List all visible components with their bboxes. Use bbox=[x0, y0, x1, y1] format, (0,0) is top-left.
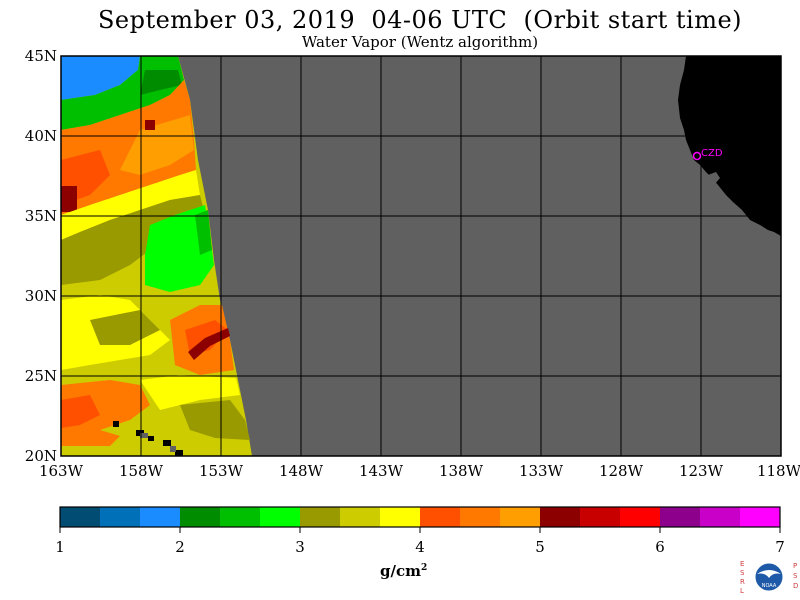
logo-letter: E bbox=[740, 560, 744, 568]
logo-letter: P bbox=[793, 562, 797, 570]
station-label: CZD bbox=[701, 148, 723, 159]
swath-olive-bottom bbox=[180, 400, 250, 440]
swath-yellow-23n bbox=[140, 375, 240, 410]
latitude-labels: 45N 40N 35N 30N 25N 20N bbox=[25, 47, 57, 465]
map-frame bbox=[60, 55, 782, 457]
lat-tick-label: 30N bbox=[25, 287, 57, 305]
logo-letter: S bbox=[793, 572, 798, 580]
lon-tick-label: 128W bbox=[599, 462, 644, 480]
chart-subtitle: Water Vapor (Wentz algorithm) bbox=[301, 33, 539, 51]
colorbar-tick-label: 5 bbox=[535, 538, 545, 556]
colorbar-swatch bbox=[420, 507, 461, 527]
chart-title: September 03, 2019 04-06 UTC (Orbit star… bbox=[97, 6, 743, 34]
colorbar-tick-label: 2 bbox=[175, 538, 185, 556]
lon-tick-label: 123W bbox=[679, 462, 724, 480]
gray-patches bbox=[140, 433, 176, 452]
unit-exponent: 2 bbox=[420, 563, 428, 573]
colorbar-tick-label: 6 bbox=[655, 538, 665, 556]
logo-letter: D bbox=[793, 582, 798, 590]
logo-letter: R bbox=[740, 578, 745, 586]
colorbar-swatch bbox=[740, 507, 781, 527]
lon-tick-label: 163W bbox=[39, 462, 84, 480]
lat-tick-label: 45N bbox=[25, 47, 57, 65]
colorbar-swatch bbox=[100, 507, 141, 527]
lon-tick-label: 133W bbox=[519, 462, 564, 480]
colorbar-swatch bbox=[140, 507, 181, 527]
colorbar-tick-label: 7 bbox=[775, 538, 785, 556]
swath-darkred-38n bbox=[61, 186, 77, 212]
swath-yellow-35n bbox=[61, 170, 200, 240]
colorbar-swatch bbox=[660, 507, 701, 527]
lon-tick-label: 148W bbox=[279, 462, 324, 480]
lon-tick-label: 143W bbox=[359, 462, 404, 480]
lat-lon-grid bbox=[61, 56, 781, 456]
swath-darkred-27n bbox=[188, 328, 230, 360]
colorbar-swatch bbox=[260, 507, 301, 527]
lat-tick-label: 40N bbox=[25, 127, 57, 145]
colorbar-swatch bbox=[500, 507, 541, 527]
swath-darkred-41n bbox=[145, 120, 155, 130]
swath-amber-40n bbox=[120, 115, 194, 175]
colorbar-tick-label: 3 bbox=[295, 538, 305, 556]
unit-base: g/cm bbox=[380, 562, 421, 580]
colorbar-swatch bbox=[220, 507, 261, 527]
colorbar-swatch bbox=[460, 507, 501, 527]
longitude-labels: 163W 158W 153W 148W 143W 138W 133W 128W 123W 118W bbox=[39, 462, 800, 480]
lon-tick-label: 118W bbox=[757, 462, 800, 480]
colorbar-swatch bbox=[700, 507, 741, 527]
colorbar-swatch bbox=[300, 507, 341, 527]
colorbar-swatch bbox=[180, 507, 221, 527]
swath-redorange-21n bbox=[61, 395, 100, 428]
noaa-bird-icon bbox=[757, 570, 781, 578]
colorbar-swatch bbox=[340, 507, 381, 527]
colorbar bbox=[60, 507, 781, 527]
lat-tick-label: 20N bbox=[25, 447, 57, 465]
logo-letter: S bbox=[740, 569, 745, 577]
lon-tick-label: 158W bbox=[119, 462, 164, 480]
lat-tick-label: 35N bbox=[25, 207, 57, 225]
noaa-badge-text: NOAA bbox=[762, 583, 777, 589]
lon-tick-label: 138W bbox=[439, 462, 484, 480]
colorbar-swatch bbox=[620, 507, 661, 527]
coast-detail-sf bbox=[708, 172, 720, 185]
swath-blue bbox=[61, 56, 140, 100]
colorbar-ticks: 1 2 3 4 5 6 7 bbox=[55, 527, 785, 556]
colorbar-swatch bbox=[60, 507, 101, 527]
north-america-land bbox=[678, 56, 781, 236]
station-marker bbox=[692, 151, 702, 161]
colorbar-tick-label: 4 bbox=[415, 538, 425, 556]
water-vapor-swath bbox=[61, 56, 781, 456]
swath-midgreen-32n bbox=[195, 210, 212, 255]
colorbar-swatch bbox=[540, 507, 581, 527]
lat-tick-label: 25N bbox=[25, 367, 57, 385]
colorbar-unit: g/cm2 bbox=[380, 562, 427, 580]
logo-letter: L bbox=[740, 587, 744, 595]
swath-dark-green-top bbox=[140, 70, 182, 95]
swath-olive-27n bbox=[90, 310, 160, 345]
psd-letters: PSD bbox=[793, 562, 798, 590]
colorbar-tick-label: 1 bbox=[55, 538, 65, 556]
colorbar-swatch bbox=[580, 507, 621, 527]
colorbar-swatch bbox=[380, 507, 421, 527]
swath-orange-20n bbox=[61, 430, 120, 446]
lon-tick-label: 153W bbox=[199, 462, 244, 480]
